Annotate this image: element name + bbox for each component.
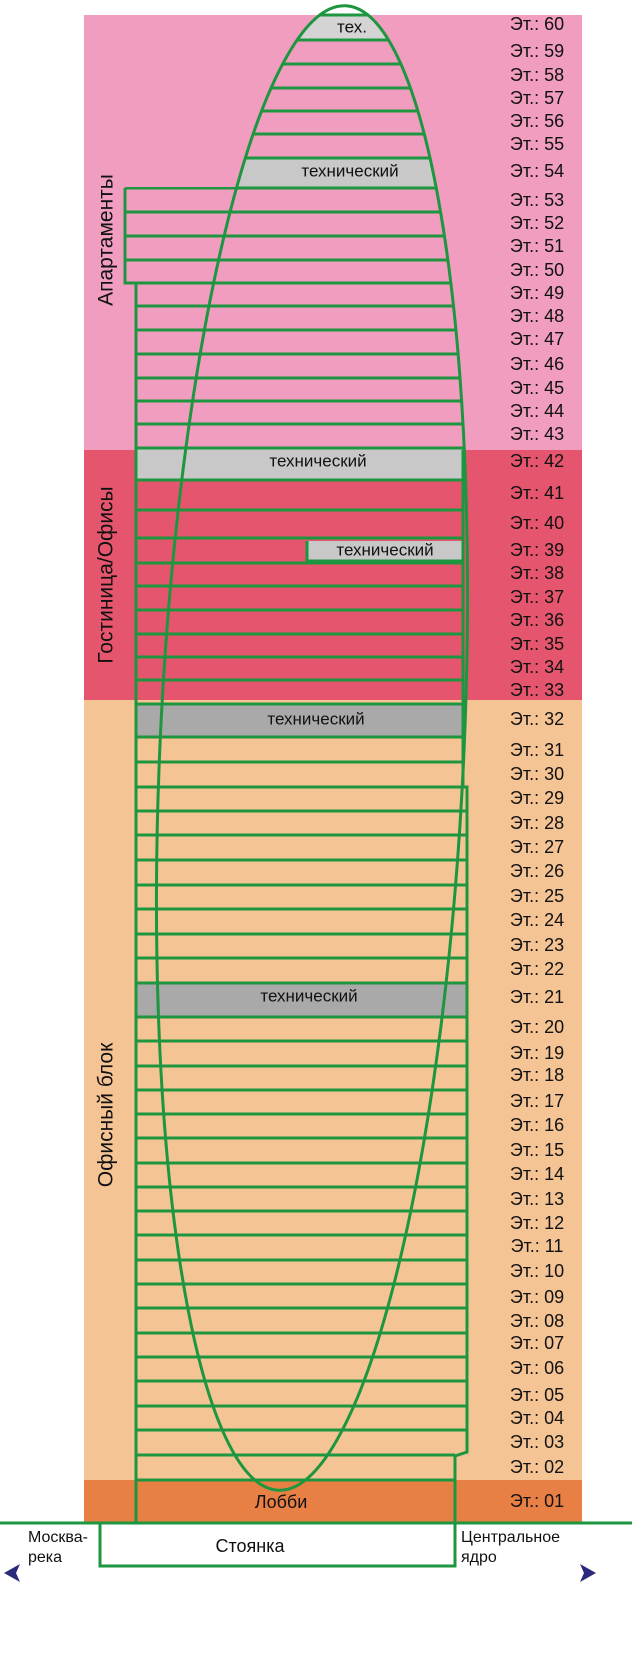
floor-label: Эт.: 20	[510, 1017, 564, 1037]
floor-label: Эт.: 43	[510, 424, 564, 444]
floor-label: Эт.: 33	[510, 680, 564, 700]
zone-label: Апартаменты	[95, 174, 118, 306]
floor-label: Эт.: 54	[510, 161, 564, 181]
floor-label: Эт.: 37	[510, 587, 564, 607]
floor-label: Эт.: 40	[510, 513, 564, 533]
tech-floor	[136, 704, 463, 737]
floor-label: Эт.: 15	[510, 1140, 564, 1160]
floor-label: Эт.: 59	[510, 41, 564, 61]
tech-floor	[136, 448, 463, 480]
floor-label: Эт.: 42	[510, 451, 564, 471]
tower-ellipse	[154, 4, 470, 1492]
floor-label: Эт.: 26	[510, 861, 564, 881]
tech-label: технический	[267, 709, 364, 728]
floor-label: Эт.: 10	[510, 1261, 564, 1281]
parking-label: Стоянка	[215, 1536, 285, 1556]
floor-label: Эт.: 46	[510, 354, 564, 374]
floor-label: Эт.: 31	[510, 740, 564, 760]
tech-floor	[307, 541, 463, 561]
floor-label: Эт.: 24	[510, 910, 564, 930]
floor-label: Эт.: 47	[510, 329, 564, 349]
floor-label: Эт.: 35	[510, 634, 564, 654]
zone-apartments	[84, 15, 582, 450]
arrow-left	[4, 1564, 20, 1582]
floor-label: Эт.: 51	[510, 236, 564, 256]
floor-label: Эт.: 45	[510, 378, 564, 398]
left-label: река	[28, 1549, 62, 1566]
floor-label: Эт.: 30	[510, 764, 564, 784]
tech-label: технический	[269, 451, 366, 470]
tech-label: технический	[260, 986, 357, 1005]
floor-label: Эт.: 44	[510, 401, 564, 421]
floor-label: Эт.: 32	[510, 709, 564, 729]
floor-label: Эт.: 02	[510, 1457, 564, 1477]
zone-hotel	[84, 450, 582, 700]
floor-label: Эт.: 04	[510, 1408, 564, 1428]
zone-label: Офисный блок	[95, 1042, 118, 1187]
floor-label: Эт.: 29	[510, 788, 564, 808]
floor-label: Эт.: 12	[510, 1213, 564, 1233]
parking-box	[98, 1521, 457, 1568]
tech-floor	[136, 983, 467, 1017]
floor-label: Эт.: 08	[510, 1311, 564, 1331]
floor-label: Эт.: 21	[510, 987, 564, 1007]
floor-label: Эт.: 39	[510, 540, 564, 560]
floor-label: Эт.: 01	[510, 1491, 564, 1511]
floor-label: Эт.: 03	[510, 1432, 564, 1452]
floor-label: Эт.: 38	[510, 563, 564, 583]
floor-label: Эт.: 23	[510, 935, 564, 955]
arrow-right	[580, 1564, 596, 1582]
floor-label: Эт.: 53	[510, 190, 564, 210]
tech-box-outline	[305, 541, 463, 563]
floor-label: Эт.: 09	[510, 1287, 564, 1307]
floor-label: Эт.: 52	[510, 213, 564, 233]
floor-label: Эт.: 13	[510, 1189, 564, 1209]
floor-label: Эт.: 18	[510, 1065, 564, 1085]
floor-label: Эт.: 41	[510, 483, 564, 503]
tech-label: технический	[336, 540, 433, 559]
floor-label: Эт.: 58	[510, 65, 564, 85]
lobby-label: Лобби	[255, 1492, 308, 1512]
tech-label: технический	[301, 161, 398, 180]
floor-label: Эт.: 05	[510, 1385, 564, 1405]
floor-label: Эт.: 06	[510, 1358, 564, 1378]
right-label: Центральное	[461, 1529, 560, 1546]
floor-label: Эт.: 48	[510, 306, 564, 326]
floor-label: Эт.: 34	[510, 657, 564, 677]
floor-label: Эт.: 50	[510, 260, 564, 280]
floor-label: Эт.: 36	[510, 610, 564, 630]
tech-label: тех.	[337, 17, 367, 36]
left-label: Москва-	[28, 1529, 88, 1546]
zone-lobby	[84, 1480, 582, 1522]
floor-label: Эт.: 27	[510, 837, 564, 857]
building-outline	[123, 188, 469, 1522]
right-label: ядро	[461, 1549, 497, 1566]
floor-label: Эт.: 19	[510, 1043, 564, 1063]
floor-label: Эт.: 11	[511, 1236, 564, 1256]
floor-label: Эт.: 57	[510, 88, 564, 108]
zone-label: Гостиница/Офисы	[95, 486, 118, 663]
floor-label: Эт.: 25	[510, 886, 564, 906]
floor-label: Эт.: 22	[510, 959, 564, 979]
floor-label: Эт.: 56	[510, 111, 564, 131]
floor-label: Эт.: 14	[510, 1164, 564, 1184]
floor-label: Эт.: 17	[510, 1091, 564, 1111]
floor-label: Эт.: 55	[510, 134, 564, 154]
floor-label: Эт.: 07	[510, 1333, 564, 1353]
floor-label: Эт.: 49	[510, 283, 564, 303]
floor-label: Эт.: 60	[510, 14, 564, 34]
floor-label: Эт.: 16	[510, 1115, 564, 1135]
floor-label: Эт.: 28	[510, 813, 564, 833]
